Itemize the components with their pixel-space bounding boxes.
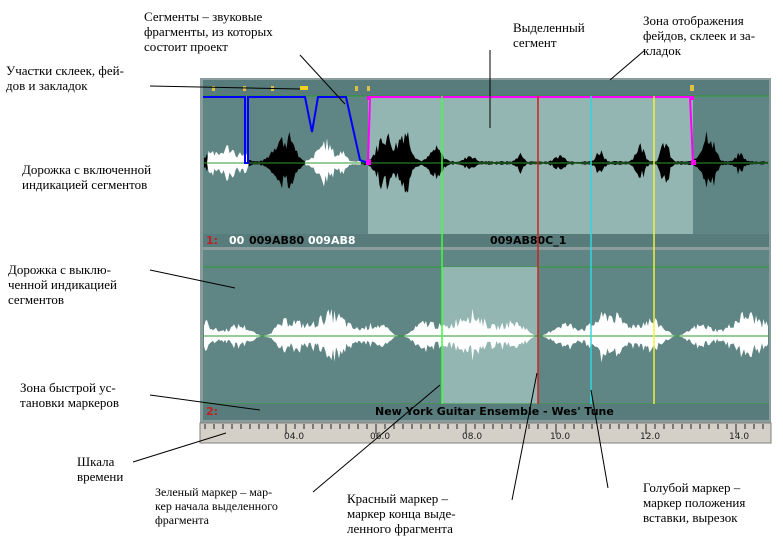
segment-envelope: [203, 96, 369, 164]
annotation-track-off: Дорожка с выклю- ченной индикацией сегме…: [8, 262, 117, 307]
tick-label-08: 08.0: [462, 432, 482, 442]
callout-lines: [132, 49, 646, 501]
annotation-red-marker: Красный маркер – маркер конца выде- ленн…: [347, 491, 456, 536]
annotation-selected-segment: Выделенный сегмент: [513, 20, 585, 50]
track-1-label-strip: [203, 234, 769, 247]
annotation-time-scale: Шкала времени: [77, 454, 124, 484]
segment-label-4: 009AB80C_1: [490, 234, 566, 247]
tick-label-14: 14.0: [729, 432, 749, 442]
tick-label-04: 04.0: [284, 432, 304, 442]
tick-label-10: 10.0: [550, 432, 570, 442]
annotation-track-on: Дорожка с включенной индикацией сегменто…: [22, 162, 152, 192]
tick-label-06: 06.0: [370, 432, 390, 442]
fade-splice-zone[interactable]: [203, 80, 769, 96]
annotation-fade-zone: Зона отображения фейдов, склеек и за- кл…: [643, 13, 756, 58]
segment-label-3: 009AB8: [308, 234, 356, 247]
track-2-title: New York Guitar Ensemble - Wes' Tune: [375, 405, 614, 418]
track-2[interactable]: 2: New York Guitar Ensemble - Wes' Tune: [203, 250, 769, 420]
track-1-waveform: [204, 131, 768, 193]
segment-label-2: 009AB80: [249, 234, 305, 247]
annotation-splice-areas: Участки склеек, фей- дов и закладок: [6, 63, 124, 93]
markers[interactable]: [441, 96, 655, 404]
track-2-number: 2:: [206, 405, 218, 418]
track-1-number: 1:: [206, 234, 218, 247]
selected-segment-envelope: [367, 96, 694, 164]
tick-label-12: 12.0: [640, 432, 660, 442]
track-1[interactable]: 1: 00 009AB80 009AB8 009AB80C_1: [203, 80, 769, 247]
annotation-green-marker: Зеленый маркер – мар- кер начала выделен…: [155, 485, 278, 527]
timeline[interactable]: 04.0 06.0 08.0 10.0 12.0 14.0: [199, 422, 772, 444]
annotation-quick-markers: Зона быстрой ус- тановки маркеров: [20, 380, 120, 410]
track-1-waveform-light: [204, 138, 362, 187]
quick-marker-zone[interactable]: [203, 404, 769, 420]
segment-label-1: 00: [229, 234, 245, 247]
annotation-blue-marker: Голубой маркер – маркер положения вставк…: [643, 480, 746, 525]
annotation-segments: Сегменты – звуковые фрагменты, из которы…: [144, 9, 273, 54]
